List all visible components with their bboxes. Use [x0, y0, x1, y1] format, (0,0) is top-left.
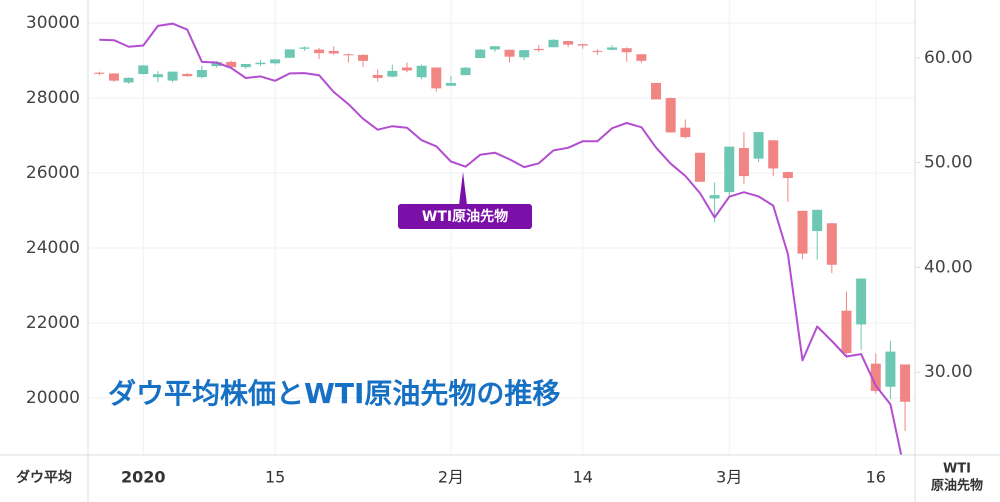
candle-body	[533, 48, 544, 51]
candle-body	[431, 67, 442, 89]
y2-tick-label: 50.00	[924, 153, 973, 173]
candle-body	[680, 127, 691, 138]
candle-body	[240, 63, 251, 68]
candle-body	[182, 74, 193, 77]
x-tick-label: 2月	[438, 468, 464, 487]
candle-body	[94, 72, 105, 74]
candle-body	[460, 67, 471, 76]
candle-body	[577, 44, 588, 46]
x-tick-label: 15	[265, 468, 285, 487]
candle-body	[548, 39, 559, 48]
y2-axis-label: WTI	[943, 462, 971, 477]
candle-body	[519, 50, 530, 58]
candle-body	[167, 71, 178, 81]
candle-body	[358, 54, 369, 61]
candle-body	[782, 172, 793, 179]
y-tick-label: 26000	[26, 163, 80, 183]
candle-body	[489, 46, 500, 50]
candle-body	[900, 364, 911, 402]
candle-body	[636, 54, 647, 61]
y-tick-label: 20000	[26, 388, 80, 408]
x-tick-label: 14	[573, 468, 593, 487]
grid	[88, 0, 915, 455]
x-tick-label: 2020	[121, 468, 166, 487]
candle-body	[475, 49, 486, 59]
y2-axis-label: 原油先物	[931, 478, 983, 494]
candle-body	[826, 223, 837, 265]
candle-body	[401, 67, 412, 71]
candle-body	[504, 49, 515, 57]
annotation-label: WTI原油先物	[422, 208, 508, 225]
candle-body	[372, 75, 383, 78]
candle-body	[152, 74, 163, 78]
x-tick-label: 16	[866, 468, 886, 487]
candle-body	[299, 47, 310, 49]
candle-body	[123, 77, 134, 83]
y-tick-label: 24000	[26, 238, 80, 258]
candle-body	[445, 82, 456, 86]
candle-body	[694, 152, 705, 182]
candle-body	[563, 41, 574, 45]
candle-body	[753, 132, 764, 159]
candle-body	[812, 209, 823, 232]
candle-body	[314, 49, 325, 54]
x-tick-label: 3月	[716, 468, 742, 487]
line-series	[99, 22, 903, 455]
y2-tick-label: 60.00	[924, 48, 973, 68]
candle-body	[797, 210, 808, 254]
candle-body	[108, 73, 119, 81]
candle-body	[870, 363, 881, 391]
candle-body	[284, 49, 295, 58]
candle-body	[724, 146, 735, 193]
y-axis-label: ダウ平均	[16, 469, 72, 486]
candle-body	[738, 147, 749, 177]
y2-tick-label: 40.00	[924, 257, 973, 277]
annotation-pointer	[459, 172, 467, 205]
candle-body	[226, 61, 237, 68]
annotation: WTI原油先物	[398, 172, 532, 229]
candle-body	[651, 82, 662, 100]
axes: 20000 22000 24000 26000 28000 30000 30.00 40.00…	[26, 13, 973, 487]
candle-body	[196, 70, 207, 78]
annotation-box	[398, 204, 532, 229]
candle-body	[607, 47, 618, 50]
chart-title: ダウ平均株価とWTI原油先物の推移	[108, 377, 560, 410]
y-tick-label: 22000	[26, 313, 80, 333]
candle-body	[885, 351, 896, 387]
candle-body	[841, 310, 852, 353]
candle-body	[592, 50, 603, 52]
candle-body	[270, 59, 281, 64]
plot-area	[94, 22, 911, 455]
candle-body	[665, 98, 676, 133]
candle-body	[211, 62, 222, 67]
candle-body	[387, 70, 398, 77]
candle-body	[621, 48, 632, 53]
candle-body	[856, 278, 867, 325]
y-tick-label: 30000	[26, 13, 80, 33]
candle-body	[768, 140, 779, 169]
y2-tick-label: 30.00	[924, 362, 973, 382]
candle-body	[343, 54, 354, 56]
candle-body	[255, 62, 266, 65]
candle-body	[328, 50, 339, 54]
candle-body	[138, 65, 149, 75]
candle-body	[709, 195, 720, 199]
y-tick-label: 28000	[26, 88, 80, 108]
candle-body	[416, 65, 427, 78]
